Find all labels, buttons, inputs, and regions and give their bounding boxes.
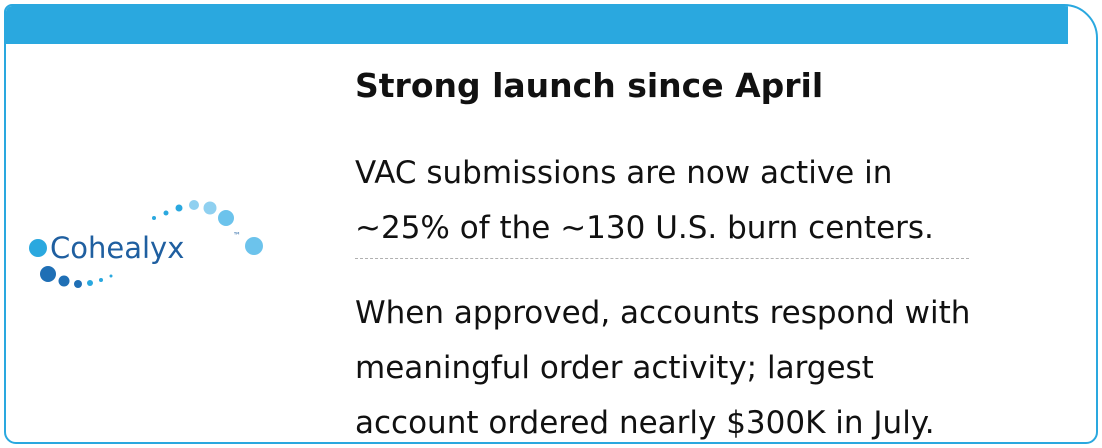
text-line: account ordered nearly $300K in July. (355, 405, 935, 441)
card: Cohealyx ™ Strong launch since April VAC… (4, 4, 1098, 444)
paragraph: When approved, accounts respond with mean… (355, 286, 971, 442)
logo-mark: ™ (233, 231, 241, 240)
header-bar (6, 6, 1068, 44)
text-line: VAC submissions are now active in (355, 155, 893, 191)
text-line: meaningful order activity; largest (355, 350, 874, 386)
logo: Cohealyx ™ (29, 200, 263, 288)
logo-dots (29, 200, 263, 288)
separator (355, 258, 969, 259)
logo-name: Cohealyx (50, 231, 184, 265)
text-line: When approved, accounts respond with (355, 295, 971, 331)
title: Strong launch since April (355, 66, 824, 105)
paragraph: VAC submissions are now active in ~25% of… (355, 146, 934, 256)
text-line: ~25% of the ~130 U.S. burn centers. (355, 210, 934, 246)
